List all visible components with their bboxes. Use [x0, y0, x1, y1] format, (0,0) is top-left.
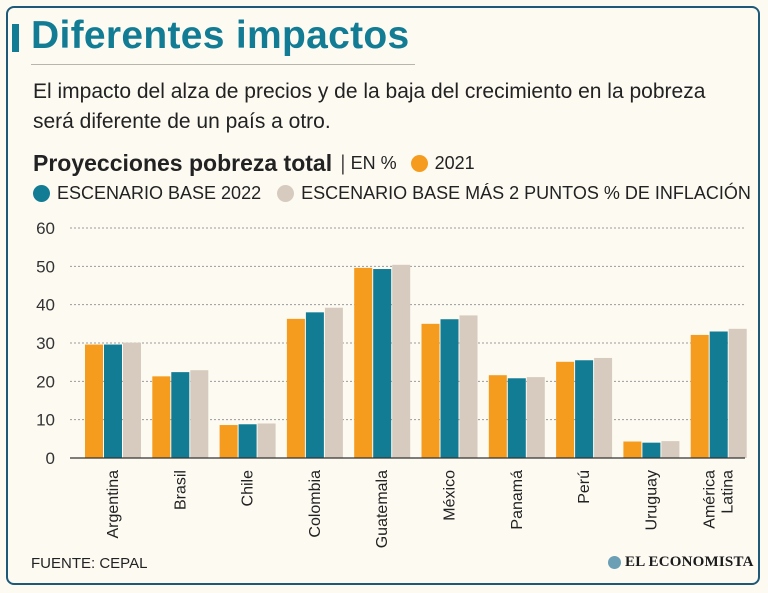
bar-base-2022-1: [171, 372, 190, 458]
bar-base-2022-3: [305, 312, 324, 458]
bar-base-plus-2-4: [392, 264, 411, 458]
bar-2021-5: [421, 323, 440, 458]
category-label: Guatemala: [374, 470, 391, 548]
x-tick-label: Guatemala: [374, 470, 391, 548]
y-tick-label: 0: [46, 449, 55, 468]
bar-base-2022-4: [373, 269, 392, 458]
bar-2021-2: [219, 425, 238, 458]
legend-separator: |: [340, 151, 346, 175]
x-tick-label: América: [702, 470, 719, 529]
x-tick-label: Chile: [240, 470, 257, 507]
brand-logo: EL ECONOMISTA: [608, 554, 754, 571]
category-label: América Latina: [702, 470, 737, 529]
category-label: Colombia: [307, 470, 324, 538]
y-tick-label: 20: [36, 372, 55, 391]
title-accent-bar: [12, 24, 19, 52]
chart-unit: EN %: [350, 153, 397, 173]
brand-name: EL ECONOMISTA: [625, 554, 754, 570]
bar-base-plus-2-6: [526, 377, 545, 458]
x-tick-label: Uruguay: [643, 470, 660, 530]
bar-2021-9: [690, 334, 709, 458]
bar-base-plus-2-2: [257, 423, 276, 458]
x-tick-label: Colombia: [307, 470, 324, 538]
bar-base-plus-2-0: [123, 342, 141, 458]
title-underline: [31, 64, 415, 65]
bar-base-2022-8: [642, 442, 661, 458]
page-title: Diferentes impactos: [31, 14, 410, 57]
chart-title: Proyecciones pobreza total: [33, 150, 333, 176]
bar-base-plus-2-5: [459, 315, 478, 458]
y-tick-label: 60: [36, 219, 55, 238]
legend-label-base: ESCENARIO BASE 2022: [57, 183, 262, 203]
bar-2021-6: [488, 375, 507, 458]
legend-row-1: Proyecciones pobreza total | EN % 2021: [33, 150, 475, 177]
y-tick-label: 30: [36, 334, 55, 353]
bar-base-plus-2-7: [594, 357, 613, 458]
x-tick-label: Perú: [576, 470, 593, 504]
x-tick-label: México: [442, 470, 459, 521]
legend-row-2: ESCENARIO BASE 2022 ESCENARIO BASE MÁS 2…: [33, 183, 751, 204]
subtitle: El impacto del alza de precios y de la b…: [33, 80, 706, 133]
x-tick-label: Argentina: [105, 470, 122, 539]
category-label: Chile: [240, 470, 257, 507]
category-label: Uruguay: [643, 470, 660, 530]
bar-2021-0: [85, 344, 103, 458]
category-label: Panamá: [509, 470, 526, 530]
bar-base-plus-2-3: [324, 307, 343, 458]
bar-2021-8: [623, 441, 642, 458]
legend-dot-infl: [277, 185, 295, 202]
bar-2021-3: [286, 318, 305, 458]
legend-dot-2021: [410, 155, 428, 172]
x-tick-label: Panamá: [509, 470, 526, 530]
y-tick-label: 10: [36, 411, 55, 430]
bar-base-2022-6: [507, 378, 526, 458]
bar-base-2022-2: [238, 424, 257, 458]
category-label: Perú: [576, 470, 593, 504]
brand-icon: [608, 556, 621, 569]
bar-2021-7: [556, 361, 575, 458]
bar-base-plus-2-9: [728, 328, 747, 458]
bar-2021-1: [152, 376, 171, 458]
source-note: FUENTE: CEPAL: [31, 555, 148, 572]
legend-item-infl: ESCENARIO BASE MÁS 2 PUNTOS % DE INFLACI…: [277, 183, 751, 204]
bar-base-plus-2-1: [190, 370, 209, 458]
legend-item-base: ESCENARIO BASE 2022: [33, 183, 261, 204]
category-label: Argentina: [105, 470, 122, 539]
legend-item-2021: 2021: [410, 153, 475, 174]
bar-2021-4: [354, 267, 373, 458]
category-label: Brasil: [172, 470, 189, 510]
bar-base-2022-5: [440, 319, 459, 458]
legend-label-2021: 2021: [434, 153, 475, 173]
bar-base-plus-2-8: [661, 441, 680, 458]
category-label: México: [442, 470, 459, 521]
bar-base-2022-7: [575, 360, 594, 458]
x-tick-label: Brasil: [172, 470, 189, 510]
legend-dot-base: [33, 185, 50, 202]
y-tick-label: 40: [36, 296, 55, 315]
legend-label-infl: ESCENARIO BASE MÁS 2 PUNTOS % DE INFLACI…: [301, 183, 751, 203]
bar-base-2022-9: [709, 331, 728, 458]
x-tick-label: Latina: [720, 470, 737, 514]
bar-base-2022-0: [104, 344, 122, 458]
y-tick-label: 50: [36, 257, 55, 276]
